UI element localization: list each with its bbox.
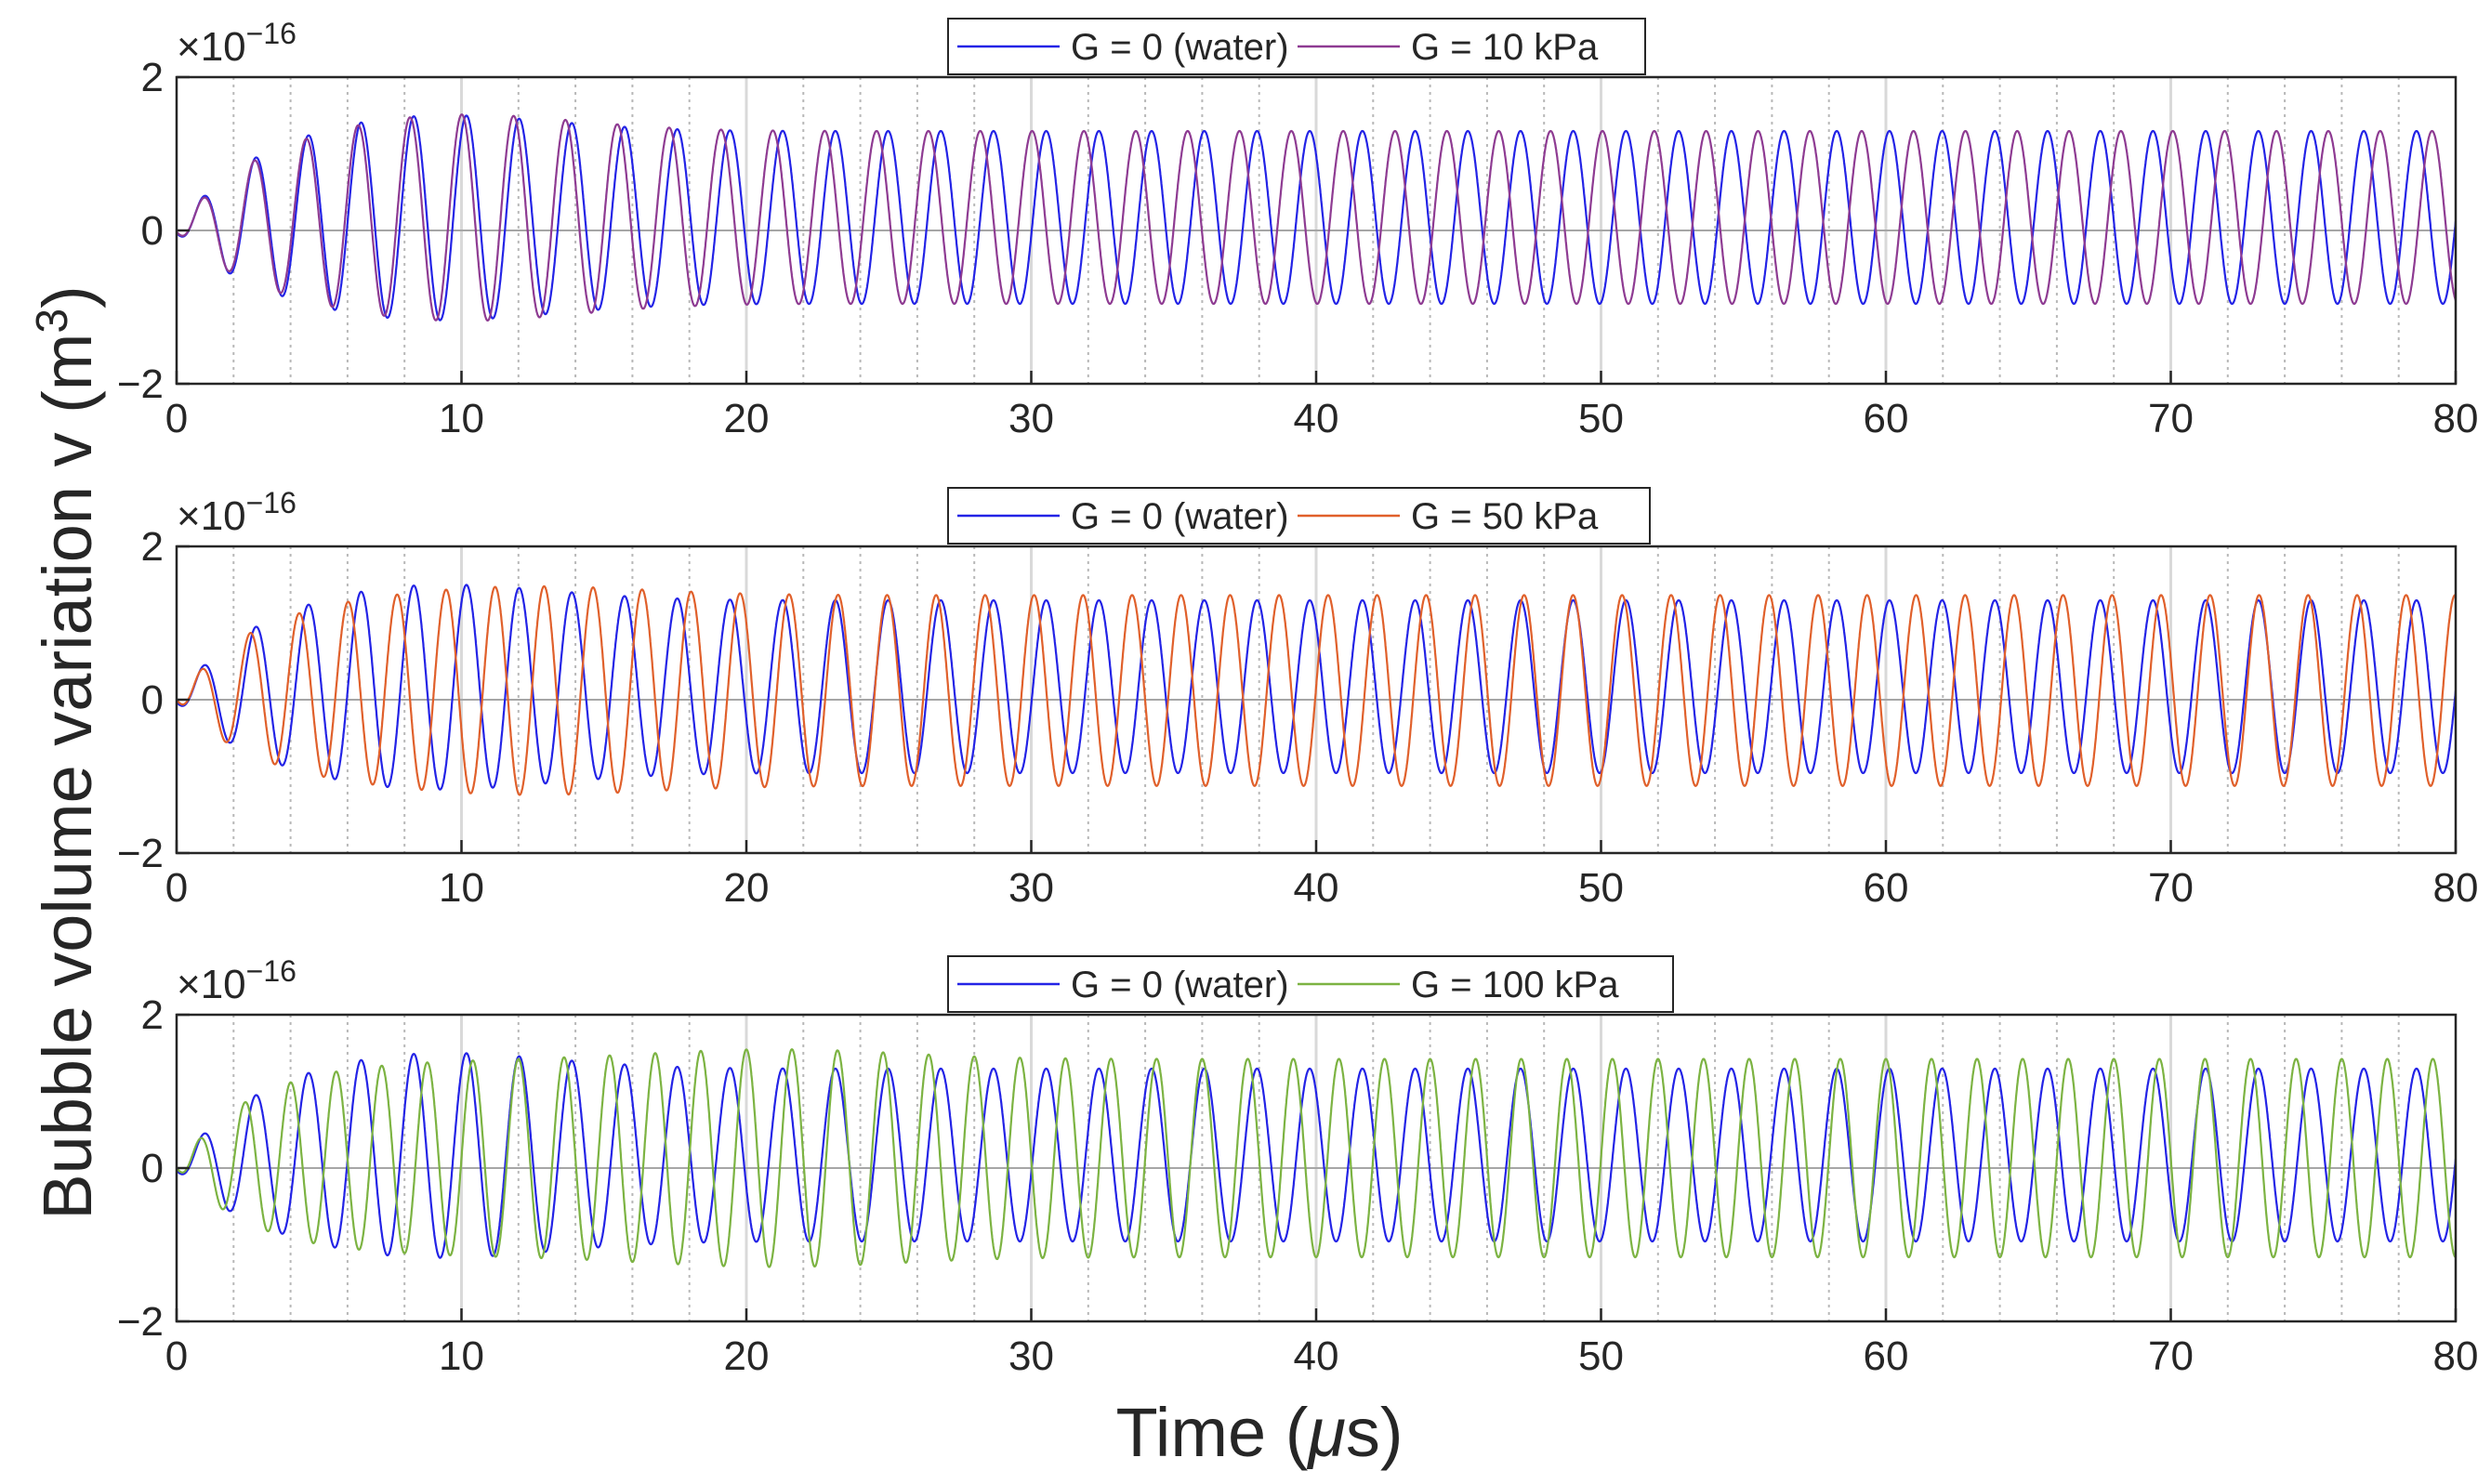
y-axis-title: Bubble volume variation v (m3): [28, 285, 107, 1220]
x-tick-label: 60: [1864, 396, 1909, 441]
x-tick-label: 0: [165, 396, 188, 441]
x-tick-label: 50: [1578, 865, 1624, 911]
legend-entry-label: G = 10 kPa: [1411, 27, 1599, 68]
y-scale-exponent: ×10−16: [177, 486, 297, 539]
x-tick-label: 20: [724, 1333, 770, 1379]
y-axis-title-superscript: 3: [28, 309, 77, 334]
x-tick-label: 20: [724, 865, 770, 911]
chart-panel-3: 0 10 20 30 40 50 60 70 80−202×10−16 G = 0 (water)…: [117, 954, 2479, 1379]
legend-entry-label: G = 50 kPa: [1411, 496, 1599, 537]
legend-entry-label: G = 0 (water): [1071, 965, 1289, 1005]
x-tick-label: 30: [1008, 1333, 1054, 1379]
y-tick-label: 0: [141, 677, 164, 723]
x-tick-label: 60: [1864, 865, 1909, 911]
legend: G = 0 (water) G = 10 kPa: [947, 18, 1646, 75]
x-axis-title: Time (μs): [1115, 1394, 1403, 1471]
x-tick-label: 30: [1008, 396, 1054, 441]
y-tick-label: −2: [117, 1299, 164, 1345]
x-tick-label: 70: [2148, 396, 2194, 441]
x-tick-label: 70: [2148, 865, 2194, 911]
panels: 0 10 20 30 40 50 60 70 80−202×10−16 G = 0 (water)…: [117, 17, 2479, 1379]
x-tick-label: 0: [165, 865, 188, 911]
chart-panel-2: 0 10 20 30 40 50 60 70 80−202×10−16 G = 0 (water)…: [117, 486, 2479, 911]
x-tick-label: 50: [1578, 1333, 1624, 1379]
legend-entry-label: G = 0 (water): [1071, 496, 1289, 537]
y-tick-label: 2: [141, 55, 164, 100]
x-tick-label: 70: [2148, 1333, 2194, 1379]
x-tick-label: 40: [1294, 1333, 1339, 1379]
legend-entry-label: G = 100 kPa: [1411, 965, 1619, 1005]
y-scale-exponent: ×10−16: [177, 17, 297, 70]
x-tick-label: 60: [1864, 1333, 1909, 1379]
x-tick-label: 20: [724, 396, 770, 441]
y-tick-label: −2: [117, 831, 164, 876]
x-tick-label: 80: [2433, 865, 2479, 911]
x-tick-label: 30: [1008, 865, 1054, 911]
legend: G = 0 (water) G = 50 kPa: [947, 487, 1651, 545]
y-scale-exponent: ×10−16: [177, 954, 297, 1007]
x-tick-label: 80: [2433, 1333, 2479, 1379]
series-line-g50: [176, 584, 2457, 796]
x-tick-label: 10: [439, 1333, 484, 1379]
series-line-water: [176, 1052, 2458, 1259]
x-tick-label: 40: [1294, 865, 1339, 911]
y-tick-label: 0: [141, 208, 164, 254]
y-tick-label: 2: [141, 524, 164, 570]
y-tick-label: 2: [141, 992, 164, 1038]
series-line-g100: [176, 1048, 2457, 1268]
x-tick-label: 10: [439, 396, 484, 441]
series-line-g10: [176, 113, 2458, 322]
x-tick-label: 10: [439, 865, 484, 911]
legend-entry-label: G = 0 (water): [1071, 27, 1289, 68]
x-tick-label: 40: [1294, 396, 1339, 441]
legend-box: [947, 18, 1646, 75]
series-line-water: [176, 584, 2458, 791]
series-line-water: [176, 114, 2458, 322]
chart-panel-1: 0 10 20 30 40 50 60 70 80−202×10−16 G = 0 (water)…: [117, 17, 2479, 441]
legend: G = 0 (water) G = 100 kPa: [947, 955, 1674, 1013]
y-tick-label: 0: [141, 1146, 164, 1191]
y-tick-label: −2: [117, 361, 164, 407]
x-tick-label: 0: [165, 1333, 188, 1379]
x-tick-label: 50: [1578, 396, 1624, 441]
x-tick-label: 80: [2433, 396, 2479, 441]
